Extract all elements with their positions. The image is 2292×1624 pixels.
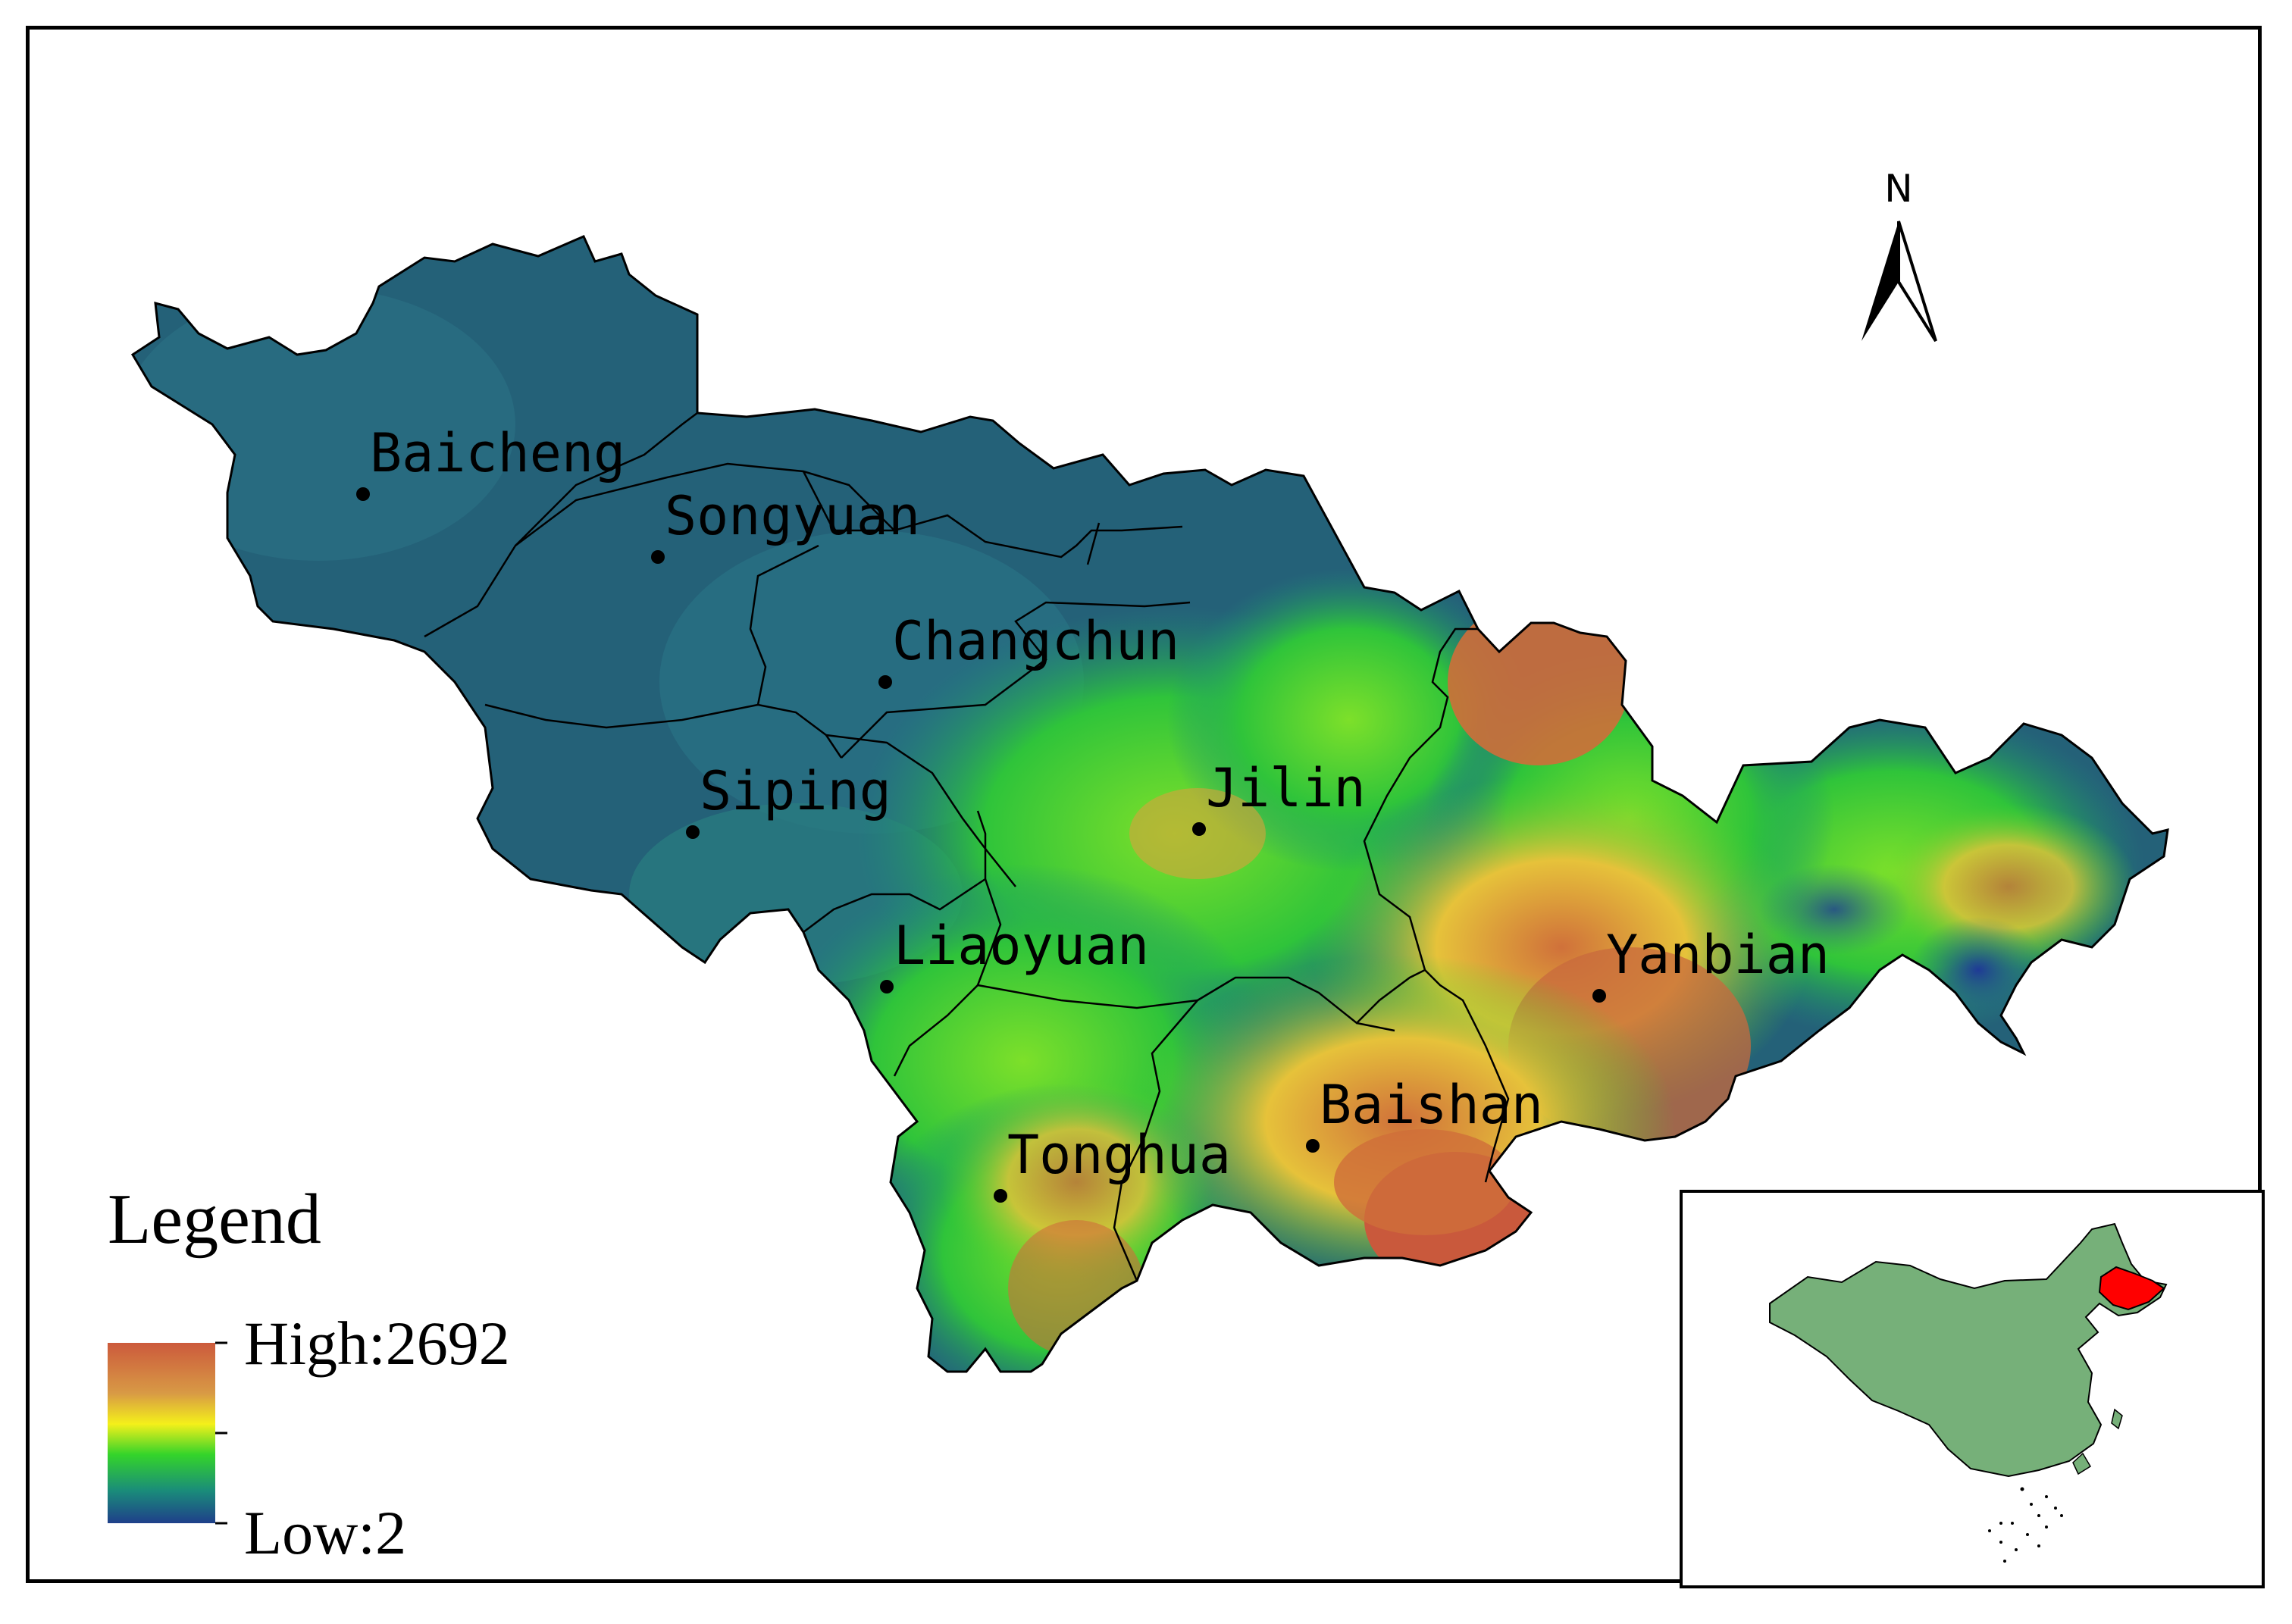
city-point (686, 825, 700, 839)
inset-map (1680, 1190, 2265, 1588)
legend-title: Legend (108, 1180, 321, 1259)
city-point (1192, 822, 1206, 836)
city-label: Changchun (892, 610, 1179, 672)
legend-color-ramp (108, 1343, 215, 1523)
legend-low-label: Low:2 (244, 1498, 406, 1567)
city-point (356, 487, 370, 501)
city-label: Tonghua (1007, 1124, 1231, 1186)
city-label: Baicheng (370, 422, 625, 484)
city-label: Jilin (1206, 757, 1366, 819)
inset-jilin-highlight (2098, 1266, 2165, 1311)
legend-high-label: High:2692 (244, 1309, 510, 1378)
city-point (880, 980, 894, 993)
north-arrow: N (1861, 167, 1937, 343)
city-label: Liaoyuan (894, 915, 1149, 977)
city-point (878, 675, 892, 689)
city-layer: Baicheng Songyuan Changchun Jilin Siping Liao… (356, 422, 1830, 1203)
city-point (1306, 1139, 1320, 1153)
city-label: Yanbian (1606, 924, 1830, 986)
city-changchun: Changchun (878, 610, 1179, 689)
north-arrow-label: N (1884, 167, 1912, 211)
city-label: Siping (700, 760, 891, 822)
city-point (1592, 989, 1606, 1003)
inset-china-shape (1769, 1222, 2168, 1478)
city-jilin: Jilin (1192, 757, 1366, 836)
city-baishan: Baishan (1306, 1074, 1543, 1153)
city-songyuan: Songyuan (651, 485, 920, 564)
city-point (994, 1189, 1007, 1203)
north-arrow-icon (1861, 221, 1899, 341)
city-yanbian: Yanbian (1592, 924, 1830, 1003)
city-siping: Siping (686, 760, 891, 839)
city-tonghua: Tonghua (994, 1124, 1231, 1203)
city-label: Baishan (1320, 1074, 1543, 1136)
prefecture-boundaries (424, 412, 1510, 1281)
city-liaoyuan: Liaoyuan (880, 915, 1149, 993)
legend: Legend High:2692 Low:2 (108, 1180, 510, 1567)
city-point (651, 550, 665, 564)
city-baicheng: Baicheng (356, 422, 625, 501)
city-label: Songyuan (665, 485, 920, 547)
